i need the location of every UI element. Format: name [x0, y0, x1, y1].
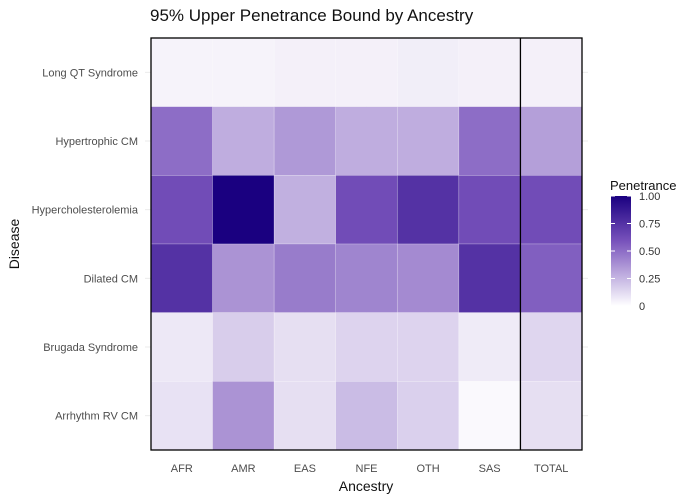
x-tick-label: OTH: [416, 463, 439, 475]
legend-label: 0.25: [639, 274, 660, 286]
legend-label: 1.00: [639, 191, 660, 203]
heatmap-cell: [458, 243, 521, 313]
heatmap-cell: [335, 243, 398, 313]
heatmap-cell: [212, 106, 275, 176]
heatmap-cell: [150, 175, 213, 245]
heatmap-cell: [212, 175, 275, 245]
heatmap-cell: [335, 37, 398, 107]
heatmap-cell: [335, 312, 398, 382]
heatmap-cell: [520, 37, 583, 107]
heatmap-cell: [273, 381, 337, 451]
x-axis-title: Ancestry: [339, 478, 393, 494]
heatmap-cell: [212, 243, 275, 313]
x-tick-label: NFE: [356, 463, 378, 475]
legend: Penetrance 0 0.25 0.50 0.75 1.00: [610, 178, 677, 313]
heatmap-cell: [396, 243, 460, 313]
heatmap-cell: [520, 243, 583, 313]
legend-colorbar: [611, 196, 631, 306]
heatmap-cell: [396, 381, 460, 451]
legend-title: Penetrance: [610, 178, 677, 193]
y-tick-label: Hypertrophic CM: [55, 136, 138, 148]
panel-frame: [150, 37, 583, 451]
heatmap-cell: [150, 106, 213, 176]
heatmap-cell: [273, 243, 337, 313]
heatmap-cell: [273, 175, 337, 245]
heatmap-cell: [273, 106, 337, 176]
heatmap-cell: [520, 312, 583, 382]
x-tick-label: AMR: [231, 463, 256, 475]
heatmap-cell: [458, 175, 521, 245]
heatmap-cell: [396, 312, 460, 382]
y-tick-label: Hypercholesterolemia: [32, 205, 139, 217]
y-axis-title: Disease: [6, 219, 22, 270]
heatmap-cell: [150, 381, 213, 451]
y-tick-labels: Long QT Syndrome Hypertrophic CM Hyperchol…: [32, 67, 139, 422]
heatmap-cell: [396, 37, 460, 107]
heatmap-cell: [150, 312, 213, 382]
x-tick-labels: AFR AMR EAS NFE OTH SAS TOTAL: [171, 463, 569, 475]
y-tick-label: Brugada Syndrome: [43, 342, 138, 354]
chart-title: 95% Upper Penetrance Bound by Ancestry: [150, 6, 474, 25]
x-tick-label: EAS: [294, 463, 316, 475]
legend-label: 0.50: [639, 246, 660, 258]
heatmap-cell: [150, 37, 213, 107]
heatmap-cell: [520, 381, 583, 451]
heatmap-cell: [273, 37, 337, 107]
legend-label: 0: [639, 301, 645, 313]
heatmap-cell: [335, 175, 398, 245]
heatmap-cell: [520, 175, 583, 245]
heatmap-cell: [212, 37, 275, 107]
heatmap-cell: [273, 312, 337, 382]
heatmap-cell: [335, 381, 398, 451]
panel-border: [150, 37, 583, 451]
heatmap-cell: [212, 381, 275, 451]
x-tick-label: AFR: [171, 463, 193, 475]
x-tick-label: TOTAL: [534, 463, 568, 475]
heatmap-cells: [150, 37, 583, 451]
legend-label: 0.75: [639, 219, 660, 231]
heatmap-cell: [335, 106, 398, 176]
heatmap-cell: [396, 106, 460, 176]
heatmap-cell: [212, 312, 275, 382]
heatmap-cell: [396, 175, 460, 245]
heatmap-cell: [520, 106, 583, 176]
y-tick-label: Long QT Syndrome: [42, 67, 138, 79]
heatmap-cell: [458, 106, 521, 176]
heatmap-cell: [458, 37, 521, 107]
y-tick-label: Dilated CM: [84, 273, 138, 285]
x-tick-label: SAS: [479, 463, 501, 475]
heatmap-cell: [150, 243, 213, 313]
y-tick-label: Arrhythm RV CM: [55, 411, 138, 423]
heatmap-cell: [458, 312, 521, 382]
heatmap-cell: [458, 381, 521, 451]
